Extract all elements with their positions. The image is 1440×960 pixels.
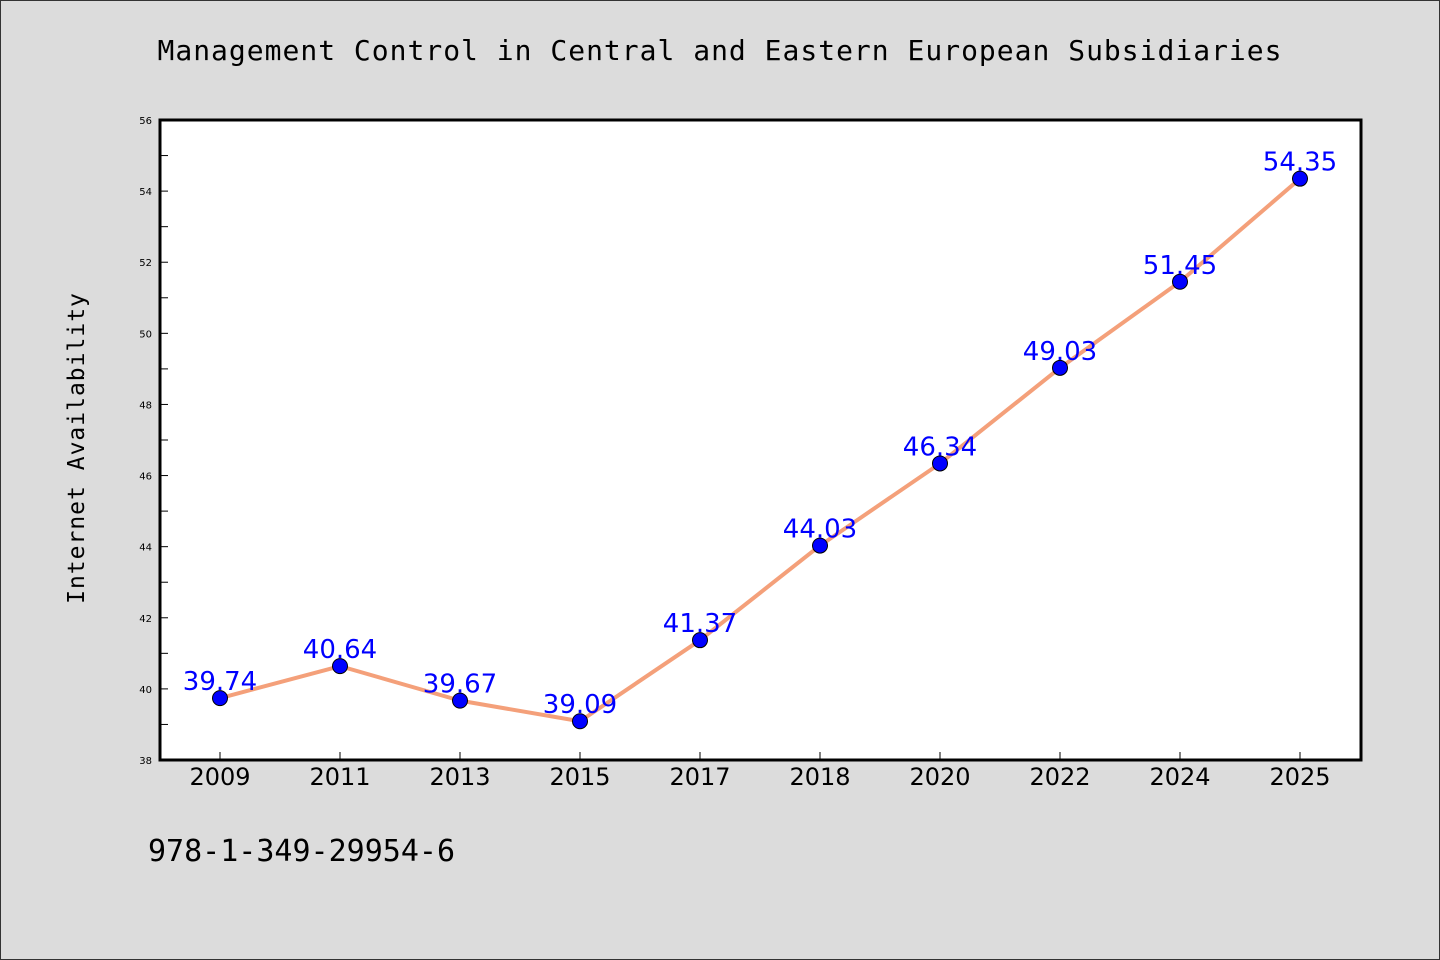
data-point [572, 713, 588, 730]
data-label: 39.67 [423, 670, 497, 700]
x-tick-label: 2009 [189, 763, 250, 791]
plot-area [158, 118, 1363, 762]
y-tick-label: 46 [139, 472, 152, 483]
data-point [212, 690, 228, 707]
x-axis-ticks: 2009 2011 2013 2015 2017 2018 2020 2022 2024 2025 [189, 752, 1331, 791]
y-tick-label: 56 [139, 116, 152, 127]
footer-code: 978-1-349-29954-6 [148, 834, 456, 869]
data-label: 39.09 [543, 690, 617, 720]
x-tick-label: 2013 [429, 763, 490, 791]
x-tick-label: 2024 [1149, 763, 1210, 791]
data-points [212, 170, 1308, 730]
data-point [1292, 170, 1308, 187]
data-point [1052, 359, 1068, 376]
data-label: 51.45 [1143, 251, 1217, 281]
data-point [692, 632, 708, 649]
data-label: 44.03 [783, 515, 857, 545]
data-label: 46.34 [903, 432, 977, 462]
y-tick-label: 48 [139, 400, 152, 411]
series-line [219, 177, 1302, 724]
chart-title: Management Control in Central and Easter… [157, 34, 1283, 67]
y-tick-label: 44 [139, 543, 152, 554]
x-tick-label: 2020 [909, 763, 970, 791]
x-tick-label: 2018 [789, 763, 850, 791]
data-label: 41.37 [663, 609, 737, 639]
data-label: 49.03 [1023, 337, 1097, 367]
data-point [452, 692, 468, 709]
data-label: 40.64 [303, 635, 377, 665]
data-point [932, 455, 948, 472]
x-tick-label: 2022 [1029, 763, 1090, 791]
y-tick-label: 40 [139, 685, 152, 696]
x-tick-label: 2025 [1269, 763, 1330, 791]
data-label: 39.74 [183, 667, 257, 697]
x-tick-label: 2011 [309, 763, 370, 791]
data-point [1172, 273, 1188, 290]
data-point [812, 537, 828, 554]
data-labels: 39.74 40.64 39.67 39.09 41.37 44.03 46.34 49.03… [183, 148, 1337, 721]
y-tick-label: 42 [139, 614, 152, 625]
x-tick-label: 2015 [549, 763, 610, 791]
data-point [332, 658, 348, 675]
y-tick-label: 38 [139, 756, 152, 767]
y-tick-label: 50 [139, 329, 152, 340]
y-axis-ticks: 38 40 42 44 46 48 50 52 54 56 [139, 116, 168, 767]
x-tick-label: 2017 [669, 763, 730, 791]
data-label: 54.35 [1263, 148, 1337, 178]
y-tick-label: 52 [139, 258, 152, 269]
y-tick-label: 54 [139, 187, 152, 198]
